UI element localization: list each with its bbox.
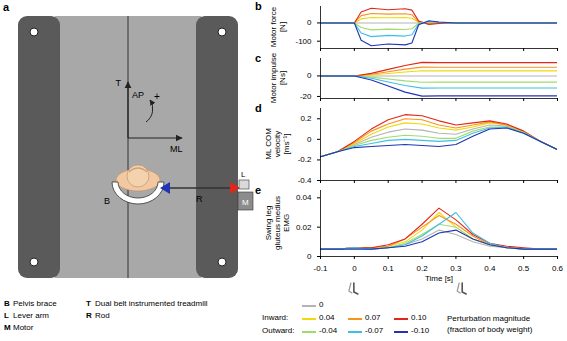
svg-text:R: R	[86, 311, 92, 320]
svg-text:L: L	[241, 170, 246, 179]
svg-text:Dual belt instrumented treadmi: Dual belt instrumented treadmill	[95, 299, 208, 308]
svg-text:0.2: 0.2	[300, 114, 312, 123]
svg-text:0.5: 0.5	[518, 264, 530, 273]
html-text:0: 0	[319, 300, 324, 309]
svg-text:T: T	[116, 78, 122, 88]
svg-text:AP: AP	[132, 90, 144, 100]
svg-text:0.2: 0.2	[417, 264, 429, 273]
svg-text:0.1: 0.1	[383, 264, 395, 273]
svg-text:0.4: 0.4	[484, 264, 496, 273]
svg-text:Pelvis brace: Pelvis brace	[13, 299, 57, 308]
html-text:0.04: 0.04	[319, 313, 335, 322]
svg-text:0: 0	[307, 252, 312, 261]
html-text:-0.10: -0.10	[411, 326, 430, 335]
svg-text:+: +	[154, 91, 160, 102]
svg-text:a: a	[3, 1, 10, 13]
html-text:0.07: 0.07	[365, 313, 381, 322]
html-text:-0.04: -0.04	[319, 326, 338, 335]
svg-text:0.3: 0.3	[450, 264, 462, 273]
html-text:-0.07: -0.07	[365, 326, 384, 335]
html-text:0.10: 0.10	[411, 313, 427, 322]
svg-text:0: 0	[352, 264, 357, 273]
html-text:Perturbation magnitude: Perturbation magnitude	[447, 314, 531, 323]
html-text:d: d	[255, 102, 262, 114]
svg-text:Motor force[N]: Motor force[N]	[269, 6, 287, 47]
svg-text:B: B	[4, 299, 10, 308]
svg-text:Time [s]: Time [s]	[425, 274, 453, 283]
svg-text:-100: -100	[295, 37, 312, 46]
svg-text:Rod: Rod	[95, 311, 110, 320]
html-text:Inward:: Inward:	[262, 313, 289, 322]
svg-text:-20: -20	[300, 92, 312, 101]
svg-text:R: R	[196, 194, 203, 204]
svg-text:0.02: 0.02	[296, 223, 312, 232]
svg-text:0: 0	[307, 135, 312, 144]
svg-text:Swing leggluteus mediusEMG: Swing leggluteus mediusEMG	[264, 196, 291, 250]
svg-text:-0.4: -0.4	[298, 176, 312, 185]
svg-text:0.04: 0.04	[296, 193, 312, 202]
html-text:b: b	[255, 0, 262, 12]
html-text:e: e	[255, 184, 262, 196]
svg-text:Motor impulse[Ns]: Motor impulse[Ns]	[269, 52, 287, 103]
svg-text:0: 0	[307, 71, 312, 80]
svg-text:Lever arm: Lever arm	[13, 311, 49, 320]
svg-text:-0.2: -0.2	[298, 155, 312, 164]
svg-text:L: L	[4, 311, 9, 320]
html-text:Outward:: Outward:	[262, 326, 295, 335]
svg-text:M: M	[4, 323, 11, 332]
svg-text:-0.1: -0.1	[314, 264, 328, 273]
svg-text:T: T	[86, 299, 91, 308]
html-text:(fraction of body weight): (fraction of body weight)	[447, 325, 533, 334]
svg-text:Motor: Motor	[13, 323, 34, 332]
svg-text:ML COMvelocity[ms⁻¹]: ML COMvelocity[ms⁻¹]	[264, 128, 291, 160]
svg-text:0: 0	[307, 18, 312, 27]
svg-text:B: B	[104, 196, 110, 206]
html-text:c: c	[255, 52, 262, 64]
svg-text:ML: ML	[170, 144, 183, 154]
svg-text:M: M	[242, 198, 249, 207]
svg-text:0.6: 0.6	[552, 264, 564, 273]
